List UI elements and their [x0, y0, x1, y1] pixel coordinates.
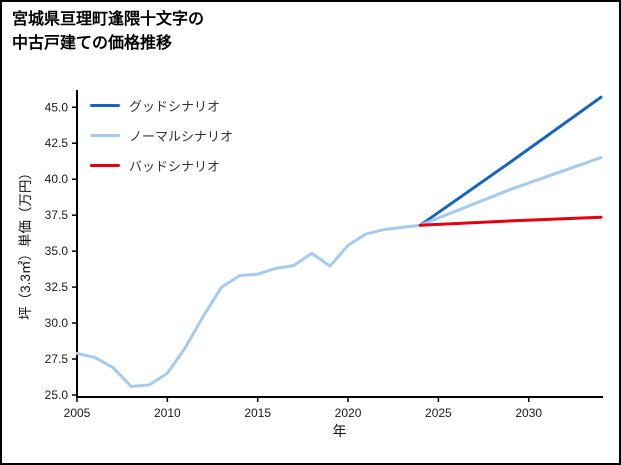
- normal-scenario-line-swatch: [90, 134, 120, 137]
- series-line-ノーマルシナリオ: [418, 156, 603, 227]
- legend-item-bad-scenario: バッドシナリオ: [90, 156, 233, 175]
- legend-item-normal-scenario: ノーマルシナリオ: [90, 126, 233, 145]
- y-tick-label: 30.0: [45, 316, 69, 330]
- legend: グッドシナリオ ノーマルシナリオ バッドシナリオ: [90, 96, 233, 175]
- y-tick-label: 40.0: [45, 172, 69, 186]
- y-axis-label: 坪（3.3㎡）単価（万円）: [18, 166, 33, 320]
- x-axis-label: 年: [332, 423, 347, 439]
- x-tick-label: 2025: [425, 406, 452, 420]
- x-tick-label: 2015: [244, 406, 271, 420]
- good-scenario-line-swatch: [90, 104, 120, 107]
- title-line-1: 宮城県亘理町逢隈十文字の: [12, 11, 205, 28]
- y-tick-label: 42.5: [45, 136, 69, 150]
- y-tick-label: 35.0: [45, 244, 69, 258]
- legend-label-normal-scenario: ノーマルシナリオ: [129, 129, 234, 144]
- title-line-2: 中古戸建ての価格推移: [12, 35, 173, 52]
- legend-item-good-scenario: グッドシナリオ: [90, 96, 233, 115]
- series-line-バッドシナリオ: [418, 215, 603, 227]
- y-tick-label: 32.5: [45, 280, 69, 294]
- y-tick-label: 37.5: [45, 208, 69, 222]
- x-tick-label: 2020: [335, 406, 362, 420]
- y-tick-label: 27.5: [45, 352, 69, 366]
- series-line-実績（歴史データ）: [75, 223, 422, 388]
- y-tick-label: 45.0: [45, 100, 69, 114]
- y-tick-label: 25.0: [45, 388, 69, 402]
- page-title: 宮城県亘理町逢隈十文字の 中古戸建ての価格推移: [12, 8, 204, 56]
- x-tick-label: 2030: [515, 406, 542, 420]
- legend-label-bad-scenario: バッドシナリオ: [129, 159, 221, 174]
- series-line-グッドシナリオ: [418, 95, 603, 227]
- x-tick-label: 2010: [154, 406, 181, 420]
- bad-scenario-line-swatch: [90, 164, 120, 167]
- x-tick-label: 2005: [64, 406, 91, 420]
- legend-label-good-scenario: グッドシナリオ: [129, 99, 221, 114]
